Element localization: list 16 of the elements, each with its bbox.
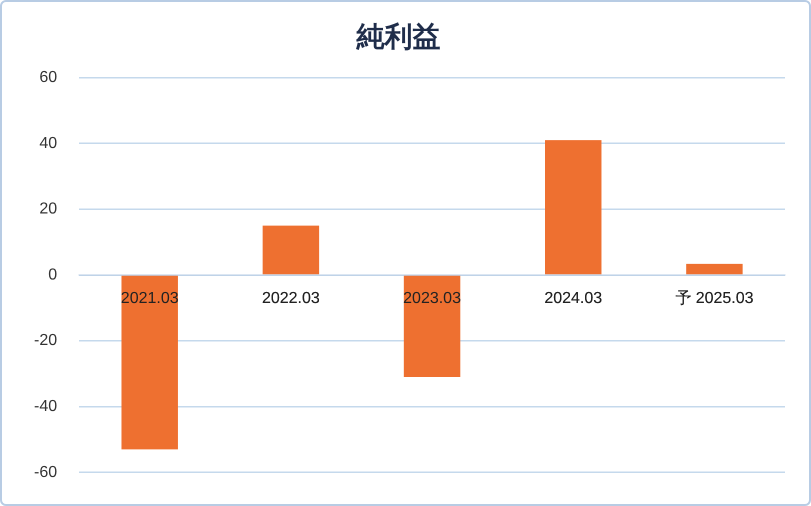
chart-title: 純利益	[356, 20, 440, 54]
bar	[686, 264, 743, 274]
y-tick-label: 40	[39, 134, 58, 152]
y-tick-label: 20	[39, 200, 58, 218]
x-tick-label: 2022.03	[262, 290, 320, 308]
x-tick-label: 2024.03	[544, 290, 602, 308]
x-tick-label: 2021.03	[120, 290, 179, 308]
y-tick-label: -40	[34, 398, 58, 416]
y-tick-label: -60	[34, 464, 58, 481]
bar	[121, 276, 178, 450]
x-tick-label: 予 2025.03	[675, 290, 754, 308]
bar	[545, 140, 602, 274]
y-tick-label: -20	[34, 332, 58, 350]
y-tick-label: 60	[39, 69, 58, 86]
y-tick-label: 0	[48, 266, 58, 284]
bar	[262, 226, 320, 274]
